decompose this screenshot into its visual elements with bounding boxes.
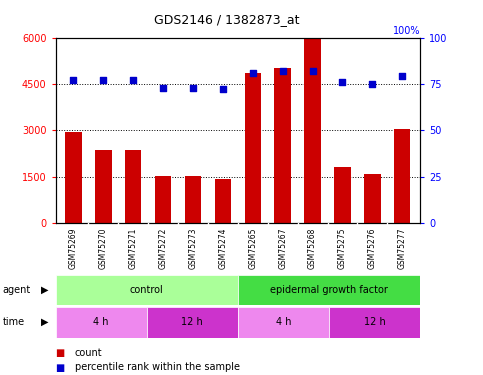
Text: epidermal growth factor: epidermal growth factor	[270, 285, 388, 295]
Point	[219, 87, 227, 93]
Bar	[304, 39, 321, 223]
Text: 100%: 100%	[393, 26, 420, 36]
Text: control: control	[130, 285, 164, 295]
Bar	[244, 73, 261, 223]
Bar	[56, 307, 147, 338]
Point	[398, 74, 406, 80]
Bar	[56, 275, 238, 305]
Bar	[334, 168, 351, 223]
Point	[189, 85, 197, 91]
Point	[99, 77, 107, 83]
Bar	[147, 307, 238, 338]
Bar	[364, 174, 381, 223]
Text: GSM75271: GSM75271	[129, 227, 138, 268]
Bar	[238, 307, 329, 338]
Bar	[155, 176, 171, 223]
Text: GSM75277: GSM75277	[398, 227, 407, 268]
Text: GSM75272: GSM75272	[158, 227, 168, 268]
Text: ▶: ▶	[41, 285, 48, 295]
Text: GDS2146 / 1382873_at: GDS2146 / 1382873_at	[154, 13, 300, 26]
Text: 12 h: 12 h	[182, 317, 203, 327]
Point	[369, 81, 376, 87]
Text: ▶: ▶	[41, 317, 48, 327]
Text: GSM75268: GSM75268	[308, 227, 317, 268]
Point	[339, 79, 346, 85]
Text: GSM75273: GSM75273	[188, 227, 198, 268]
Text: GSM75267: GSM75267	[278, 227, 287, 268]
Text: agent: agent	[2, 285, 30, 295]
Text: count: count	[75, 348, 102, 358]
Point	[70, 77, 77, 83]
Bar	[238, 275, 420, 305]
Text: GSM75265: GSM75265	[248, 227, 257, 268]
Text: GSM75274: GSM75274	[218, 227, 227, 268]
Text: ■: ■	[56, 348, 65, 358]
Text: GSM75270: GSM75270	[99, 227, 108, 268]
Text: GSM75275: GSM75275	[338, 227, 347, 268]
Bar	[185, 176, 201, 223]
Bar	[215, 179, 231, 223]
Bar	[274, 69, 291, 223]
Point	[249, 70, 256, 76]
Bar	[95, 150, 112, 223]
Text: GSM75276: GSM75276	[368, 227, 377, 268]
Text: time: time	[2, 317, 25, 327]
Point	[129, 77, 137, 83]
Bar	[394, 129, 411, 223]
Text: ■: ■	[56, 363, 65, 372]
Text: 12 h: 12 h	[364, 317, 385, 327]
Text: percentile rank within the sample: percentile rank within the sample	[75, 363, 240, 372]
Point	[309, 68, 316, 74]
Point	[279, 68, 286, 74]
Point	[159, 85, 167, 91]
Text: GSM75269: GSM75269	[69, 227, 78, 268]
Bar	[329, 307, 420, 338]
Bar	[65, 132, 82, 223]
Bar	[125, 150, 142, 223]
Text: 4 h: 4 h	[93, 317, 109, 327]
Text: 4 h: 4 h	[276, 317, 291, 327]
